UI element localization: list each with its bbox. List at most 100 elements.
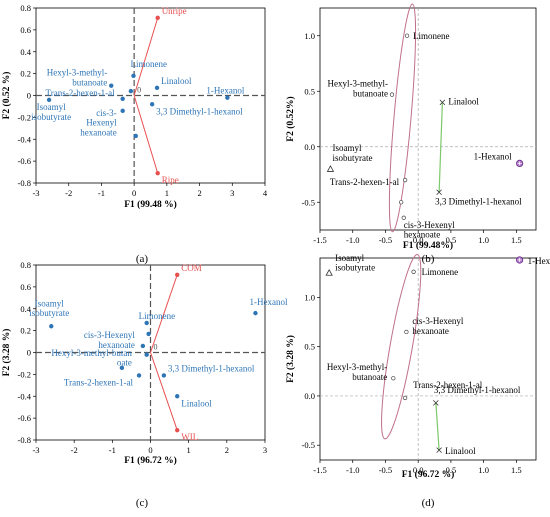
y-tick-label: 0.5 — [304, 342, 315, 352]
vector-label: COM — [181, 263, 202, 273]
x-tick-label: 2 — [197, 188, 201, 198]
x-axis-label: F1 (96.72 %) — [124, 455, 177, 466]
data-point — [149, 102, 155, 107]
point-label: 1-Hexanol — [528, 256, 550, 266]
x-tick-label: 3 — [263, 445, 267, 455]
y-tick-label: 0 — [27, 348, 31, 358]
y-tick-label: 1.0 — [304, 292, 315, 302]
plot-frame — [319, 257, 537, 461]
data-point — [128, 88, 134, 94]
data-point — [136, 373, 142, 378]
chart-panel-3: -3 -2 -1 0 1 2 3 -0.8 -0.6 -0.4 -0.2 0 0.2 0.4 0.6 0.8 F… — [1, 260, 288, 509]
x-tick-label: -2 — [65, 188, 72, 198]
y-tick-label: 0.0 — [304, 391, 315, 401]
x-tick-label: -1 — [98, 188, 105, 198]
vector-label: Ripe — [162, 175, 179, 185]
x-tick-label: -3 — [32, 445, 39, 455]
x-tick-label: -1.0 — [346, 235, 359, 245]
point-label: 3,3 Dimethyl-1-hexanol — [168, 363, 255, 373]
point-label: Trans-2-hexen-1-al — [330, 177, 400, 187]
vector-point — [175, 427, 180, 433]
data-point — [404, 33, 410, 38]
x-tick-label: 0.0 — [413, 235, 424, 245]
data-point — [436, 447, 442, 453]
cluster-ellipse — [381, 253, 422, 440]
data-point — [46, 97, 52, 103]
origin-label: 0 — [137, 86, 141, 95]
panel-caption: (a) — [136, 253, 149, 265]
x-tick-label: -1.5 — [313, 465, 326, 475]
x-axis-label: F1 (99.48%) — [403, 240, 453, 251]
x-axis-label: F1 (99.48 %) — [124, 199, 177, 210]
y-tick-label: -0.2 — [18, 112, 31, 122]
y-tick-label: 0.8 — [20, 3, 31, 13]
point-label: Linalool — [181, 398, 212, 408]
data-point — [391, 376, 396, 381]
data-point — [154, 85, 160, 91]
origin-label: 0 — [154, 343, 158, 352]
point-label: Limonene — [130, 59, 167, 69]
data-point — [175, 394, 180, 399]
data-point — [225, 95, 230, 100]
vector-label: Unripe — [162, 6, 187, 16]
point-label: Linalool — [448, 96, 479, 106]
point-label: Limonene — [139, 311, 176, 321]
point-label: cis-3-Hexenyl hexanoate — [404, 220, 455, 240]
x-tick-label: 0.0 — [413, 465, 424, 475]
vector-label: WIL — [181, 432, 198, 442]
y-axis-label: F2 (3.28 %) — [285, 335, 296, 383]
y-tick-label: 0.0 — [304, 142, 315, 152]
data-point — [109, 83, 114, 88]
point-label: Isoamyl isobutyrate — [335, 253, 375, 273]
data-point — [326, 165, 335, 172]
point-label: cis-3-Hexenyl hexanoate — [80, 108, 117, 138]
point-label: Limonene — [413, 31, 450, 41]
chart-panel-1: -3 -2 -1 0 1 2 3 4 -0.8 -0.6 -0.4 -0.2 0 0.2 0.4 0.6 0.8… — [1, 3, 268, 265]
x-tick-label: 1 — [165, 188, 169, 198]
y-tick-label: -0.4 — [18, 134, 32, 144]
point-label: Hexyl-3-methyl-butanoate — [328, 79, 388, 99]
x-tick-label: 1.5 — [511, 235, 522, 245]
y-tick-label: -0.2 — [18, 369, 31, 379]
vector-line — [133, 17, 159, 96]
point-label: 3,3 Dimethyl-1-hexanol — [434, 385, 521, 395]
x-tick-label: -1.5 — [313, 235, 326, 245]
data-point — [161, 373, 167, 378]
data-point — [144, 352, 149, 357]
x-tick-label: 0.5 — [446, 235, 457, 245]
data-point — [49, 324, 54, 329]
x-tick-label: -2 — [71, 445, 78, 455]
vector-point — [155, 15, 160, 21]
data-point — [120, 96, 125, 101]
data-point — [404, 329, 409, 335]
y-tick-label: -0.6 — [18, 156, 31, 166]
x-tick-label: -3 — [32, 188, 39, 198]
y-tick-label: 0.2 — [20, 326, 31, 336]
point-label: 3,3 Dimethyl-1-hexanol — [435, 196, 522, 206]
point-label: 1-Hexanol — [249, 297, 287, 307]
y-axis-label: F2 (3.28 %) — [1, 329, 12, 377]
data-point — [439, 99, 446, 106]
x-tick-label: 1.0 — [478, 235, 489, 245]
data-point — [146, 331, 151, 337]
panel-caption: (d) — [422, 497, 435, 509]
x-tick-label: 0 — [148, 445, 152, 455]
data-point — [516, 159, 524, 167]
y-tick-label: -0.6 — [18, 413, 31, 423]
point-label: Trans-2-hexen-1-al — [413, 380, 483, 390]
y-tick-label: 0.6 — [20, 25, 31, 35]
data-point — [516, 256, 524, 264]
y-tick-label: 0.8 — [20, 260, 31, 270]
panel-caption: (b) — [422, 253, 435, 265]
data-point — [119, 365, 125, 371]
data-point — [131, 73, 136, 79]
y-tick-label: 0.4 — [20, 47, 31, 57]
x-tick-label: -1.0 — [346, 465, 359, 475]
y-axis-label: F2 (0.52%) — [285, 96, 296, 141]
y-tick-label: -0.5 — [302, 440, 315, 450]
data-point — [433, 400, 439, 406]
chart-panel-4: -1.5 -1.0 -0.5 0.0 0.5 1.0 1.5 -0.5 0.0 0.5 1.0 F1 … — [285, 253, 550, 509]
data-point — [120, 108, 125, 114]
